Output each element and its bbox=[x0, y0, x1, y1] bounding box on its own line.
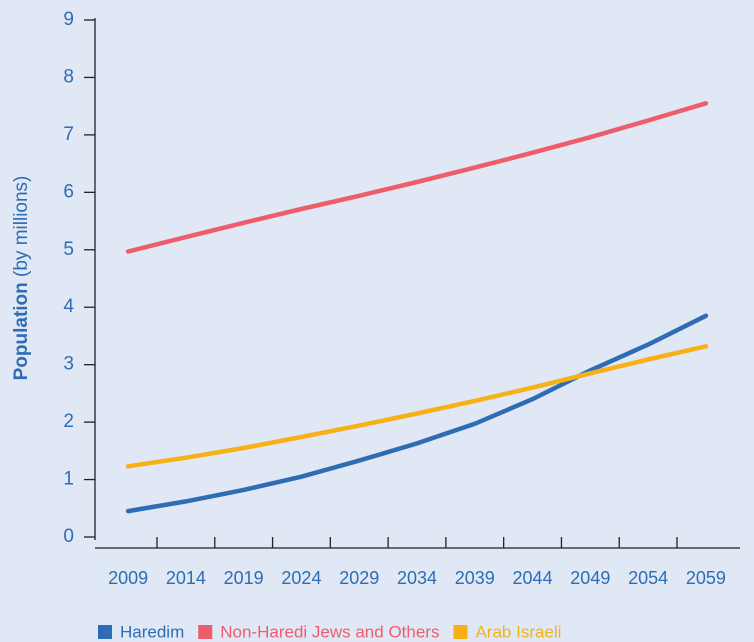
legend-swatch bbox=[198, 625, 212, 639]
x-tick-label: 2049 bbox=[570, 568, 610, 588]
x-tick-label: 2019 bbox=[224, 568, 264, 588]
legend-swatch bbox=[98, 625, 112, 639]
x-tick-label: 2059 bbox=[686, 568, 726, 588]
series-line bbox=[128, 103, 706, 251]
y-axis-label: Population (by millions) bbox=[11, 176, 32, 381]
y-tick-label: 4 bbox=[63, 296, 74, 317]
legend-item: Arab Israeli bbox=[453, 622, 561, 641]
x-tick-label: 2024 bbox=[281, 568, 321, 588]
x-tick-label: 2014 bbox=[166, 568, 206, 588]
y-label-unit: (by millions) bbox=[11, 176, 32, 277]
y-label-main: Population bbox=[11, 282, 32, 380]
y-tick-label: 8 bbox=[63, 66, 74, 87]
legend-label: Non-Haredi Jews and Others bbox=[220, 622, 439, 641]
series-line bbox=[128, 346, 706, 466]
legend-swatch bbox=[453, 625, 467, 639]
chart: Population (by millions) 0 1 2 3 4 5 6 7 8 9 2009 2… bbox=[0, 0, 754, 642]
legend-label: Arab Israeli bbox=[475, 622, 561, 641]
x-tick-label: 2034 bbox=[397, 568, 437, 588]
y-tick-label: 9 bbox=[63, 9, 74, 30]
y-tick-label: 7 bbox=[63, 124, 74, 145]
x-tick-label: 2009 bbox=[108, 568, 148, 588]
legend-item: Non-Haredi Jews and Others bbox=[198, 622, 439, 641]
x-tick-label: 2029 bbox=[339, 568, 379, 588]
y-tick-label: 1 bbox=[63, 469, 74, 490]
x-tick-label: 2039 bbox=[455, 568, 495, 588]
y-tick-label: 3 bbox=[63, 354, 74, 375]
legend-item: Haredim bbox=[98, 622, 184, 641]
y-tick-label: 2 bbox=[63, 411, 74, 432]
y-tick-label: 6 bbox=[63, 181, 74, 202]
y-tick-label: 0 bbox=[63, 526, 74, 547]
x-tick-label: 2044 bbox=[513, 568, 553, 588]
x-tick-label: 2054 bbox=[628, 568, 668, 588]
y-tick-label: 5 bbox=[63, 239, 74, 260]
legend-label: Haredim bbox=[120, 622, 184, 641]
